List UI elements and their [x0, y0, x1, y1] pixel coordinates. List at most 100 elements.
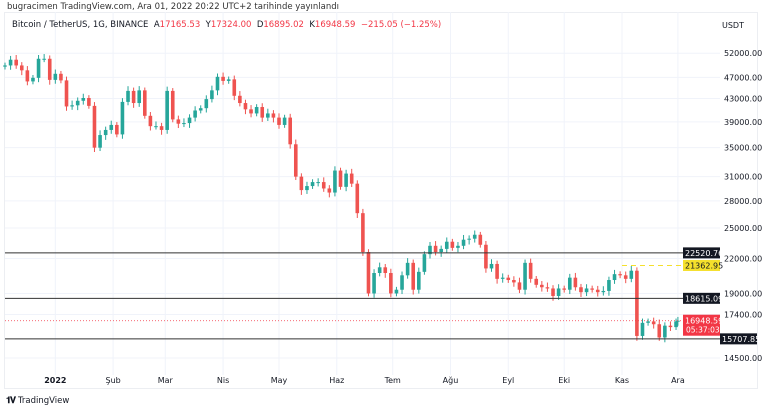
price-level-tag	[683, 247, 720, 259]
candle-body	[506, 277, 511, 281]
x-tick-label: Haz	[329, 376, 344, 385]
y-tick-label: 52000.00	[724, 49, 762, 58]
candle-body	[131, 90, 136, 104]
candle-body	[25, 70, 30, 82]
candle-body	[321, 182, 326, 189]
candle-body	[517, 282, 522, 290]
candle-body	[327, 188, 332, 193]
candle-body	[444, 241, 449, 249]
x-tick-label: Mar	[158, 376, 174, 385]
last-price-label: 16948.59	[685, 317, 723, 326]
candle-body	[512, 280, 516, 283]
candle-body	[271, 113, 276, 118]
price-level-label: 18615.09	[685, 294, 723, 303]
candle-body	[249, 109, 253, 114]
candle-body	[635, 270, 639, 336]
open-value: 17165.53	[159, 20, 201, 30]
candle-body	[495, 263, 499, 279]
x-tick-label: May	[271, 376, 288, 385]
candle-body	[372, 273, 376, 294]
candle-body	[103, 129, 108, 136]
countdown-label: 05:37:03	[686, 326, 720, 335]
candle-body	[361, 213, 365, 253]
candle-body	[590, 288, 594, 290]
candle-body	[254, 107, 259, 114]
x-tick-label: Eki	[558, 376, 570, 385]
y-tick-label: 19000.00	[724, 289, 762, 298]
candle-body	[31, 77, 35, 82]
candle-body	[579, 287, 583, 293]
candle-body	[19, 65, 24, 71]
candle-body	[159, 126, 164, 130]
candle-body	[461, 239, 466, 246]
candle-body	[165, 90, 169, 130]
candle-body	[349, 173, 354, 184]
symbol-name: Bitcoin / TetherUS, 1G, BINANCE	[12, 20, 149, 30]
candle-body	[198, 108, 203, 111]
candle-body	[400, 275, 404, 290]
candle-body	[584, 288, 589, 293]
candle-body	[59, 73, 63, 81]
candle-body	[623, 275, 628, 279]
candle-body	[333, 170, 337, 193]
candle-body	[221, 76, 225, 81]
candle-body	[676, 320, 680, 322]
y-tick-label: 43000.00	[724, 95, 762, 104]
candle-body	[182, 123, 186, 125]
candle-body	[226, 79, 231, 81]
candle-body	[305, 186, 309, 191]
candle-body	[204, 99, 209, 109]
candle-body	[433, 245, 438, 253]
candle-body	[210, 90, 214, 100]
close-label: K	[309, 20, 315, 30]
candle-body	[87, 97, 91, 106]
candle-body	[489, 263, 494, 269]
candle-body	[567, 277, 572, 290]
candle-body	[377, 267, 382, 274]
high-value: 17324.00	[210, 20, 252, 30]
brand-name: TradingView	[17, 396, 70, 406]
candle-body	[64, 80, 69, 107]
candle-body	[47, 58, 52, 80]
candle-body	[668, 325, 673, 328]
candle-body	[260, 107, 265, 118]
candle-body	[293, 144, 298, 177]
candle-body	[366, 252, 371, 294]
y-tick-label: 35000.00	[724, 144, 762, 153]
candle-body	[154, 126, 158, 128]
candle-body	[663, 325, 667, 338]
candle-body	[411, 262, 416, 290]
x-tick-label: Şub	[105, 376, 120, 385]
candle-body	[310, 182, 315, 187]
price-level-tag	[683, 292, 720, 304]
candle-body	[612, 274, 617, 281]
y-tick-label: 22000.00	[724, 254, 762, 263]
candle-body	[355, 183, 360, 214]
tradingview-brand[interactable]: 𝟏𝐕 TradingView	[6, 396, 69, 406]
high-label: Y	[205, 20, 211, 30]
candle-body	[405, 262, 410, 276]
x-tick-label: Tem	[384, 376, 401, 385]
candle-body	[428, 245, 432, 255]
candle-body	[277, 117, 281, 125]
candle-body	[562, 288, 566, 290]
price-level-tag	[683, 259, 720, 271]
chart-frame[interactable]	[4, 12, 758, 389]
price-level-label: 15707.85	[722, 335, 760, 344]
low-label: D	[256, 20, 264, 30]
candle-body	[75, 100, 80, 106]
candle-body	[98, 135, 102, 148]
candle-body	[109, 124, 114, 130]
open-label: A	[153, 20, 160, 30]
candle-body	[238, 95, 242, 104]
y-tick-label: 39000.00	[724, 118, 762, 127]
candle-body	[193, 110, 197, 118]
candle-body	[243, 103, 248, 110]
candle-body	[338, 170, 343, 187]
candle-body	[288, 117, 292, 145]
candle-body	[266, 113, 270, 118]
currency-label: USDT	[722, 21, 744, 30]
candle-body	[394, 289, 399, 294]
published-info: bugracimen TradingView.com, Ara 01, 2022…	[7, 2, 339, 12]
